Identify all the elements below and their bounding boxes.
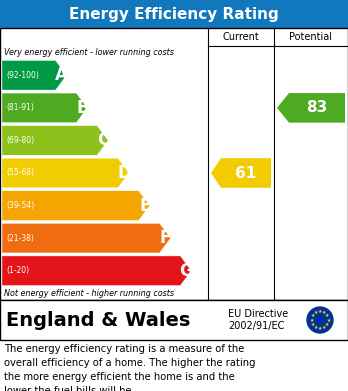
Text: ★: ★ bbox=[318, 309, 322, 314]
Text: (39-54): (39-54) bbox=[6, 201, 34, 210]
Text: (92-100): (92-100) bbox=[6, 71, 39, 80]
Text: ★: ★ bbox=[325, 322, 330, 327]
Text: ★: ★ bbox=[314, 310, 318, 315]
Text: Current: Current bbox=[223, 32, 259, 42]
Text: (69-80): (69-80) bbox=[6, 136, 34, 145]
Text: ★: ★ bbox=[322, 310, 326, 315]
Text: (55-68): (55-68) bbox=[6, 169, 34, 178]
Text: C: C bbox=[97, 131, 109, 149]
Polygon shape bbox=[2, 126, 108, 155]
Text: Potential: Potential bbox=[290, 32, 332, 42]
Text: ★: ★ bbox=[309, 317, 314, 323]
Text: 61: 61 bbox=[235, 165, 256, 181]
Text: EU Directive: EU Directive bbox=[228, 309, 288, 319]
Text: ★: ★ bbox=[314, 325, 318, 330]
Text: Very energy efficient - lower running costs: Very energy efficient - lower running co… bbox=[4, 48, 174, 57]
Text: F: F bbox=[160, 229, 171, 247]
Text: (21-38): (21-38) bbox=[6, 234, 34, 243]
Text: D: D bbox=[117, 164, 131, 182]
Polygon shape bbox=[2, 61, 66, 90]
Text: (1-20): (1-20) bbox=[6, 266, 29, 275]
Polygon shape bbox=[2, 93, 87, 123]
Text: The energy efficiency rating is a measure of the
overall efficiency of a home. T: The energy efficiency rating is a measur… bbox=[4, 344, 255, 391]
Polygon shape bbox=[2, 256, 191, 285]
Polygon shape bbox=[2, 191, 150, 221]
Text: Not energy efficient - higher running costs: Not energy efficient - higher running co… bbox=[4, 289, 174, 298]
Text: (81-91): (81-91) bbox=[6, 103, 34, 112]
Text: ★: ★ bbox=[310, 313, 315, 318]
Text: G: G bbox=[180, 262, 193, 280]
Text: ★: ★ bbox=[322, 325, 326, 330]
Text: ★: ★ bbox=[318, 326, 322, 331]
Bar bbox=[0, 28, 348, 300]
Text: B: B bbox=[76, 99, 89, 117]
Circle shape bbox=[307, 307, 333, 333]
Text: A: A bbox=[55, 66, 68, 84]
Text: E: E bbox=[139, 197, 150, 215]
Polygon shape bbox=[277, 93, 345, 123]
Text: 83: 83 bbox=[306, 100, 327, 115]
Text: ★: ★ bbox=[325, 313, 330, 318]
Text: 2002/91/EC: 2002/91/EC bbox=[228, 321, 284, 331]
Text: Energy Efficiency Rating: Energy Efficiency Rating bbox=[69, 7, 279, 22]
Polygon shape bbox=[2, 158, 129, 188]
Text: ★: ★ bbox=[310, 322, 315, 327]
Polygon shape bbox=[2, 223, 171, 253]
Polygon shape bbox=[211, 158, 271, 188]
Bar bbox=[0, 0, 348, 28]
Text: England & Wales: England & Wales bbox=[6, 310, 190, 330]
Bar bbox=[0, 300, 348, 340]
Text: ★: ★ bbox=[326, 317, 331, 323]
